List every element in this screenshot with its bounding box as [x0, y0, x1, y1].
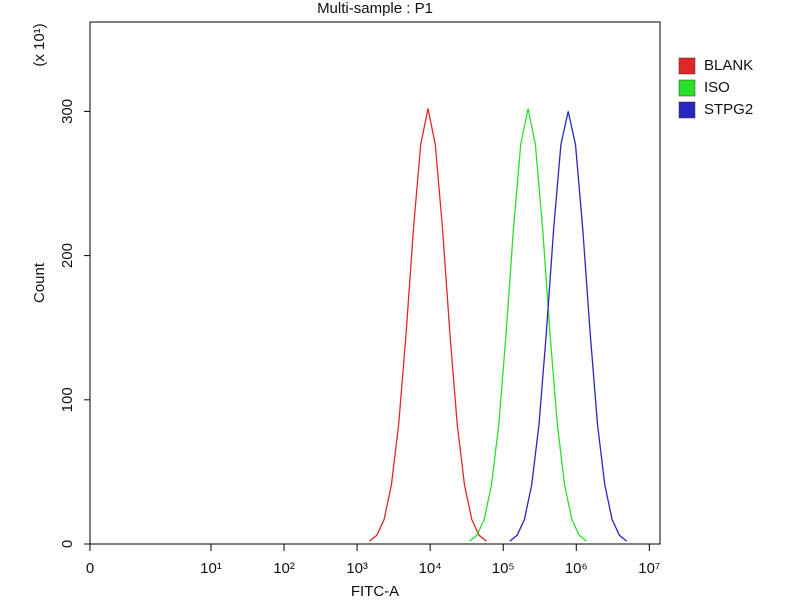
- legend-label: BLANK: [704, 57, 753, 74]
- chart-title: Multi-sample : P1: [317, 0, 433, 17]
- y-tick-label: 300: [59, 99, 76, 124]
- series-line: [469, 108, 587, 542]
- x-axis-label: FITC-A: [351, 583, 399, 600]
- legend-swatch: [678, 101, 696, 119]
- y-multiplier: (x 10¹): [31, 23, 48, 66]
- y-tick-label: 200: [59, 243, 76, 268]
- legend-swatch: [678, 57, 696, 75]
- legend-swatch: [678, 79, 696, 97]
- x-tick-label: 10⁷: [638, 560, 660, 577]
- series-line: [509, 111, 628, 542]
- y-tick-label: 100: [59, 387, 76, 412]
- y-axis-label: Count: [31, 262, 48, 303]
- x-tick-label: 10⁶: [565, 560, 588, 577]
- x-tick-label: 10¹: [200, 560, 222, 577]
- x-tick-label: 10⁴: [419, 560, 442, 577]
- x-tick-label: 10²: [273, 560, 295, 577]
- x-tick-label: 0: [86, 560, 94, 577]
- legend-label: ISO: [704, 79, 730, 96]
- legend-label: STPG2: [704, 101, 753, 118]
- series-line: [369, 108, 487, 542]
- x-tick-label: 10⁵: [492, 560, 515, 577]
- plot-frame: [89, 21, 661, 545]
- x-tick-label: 10³: [346, 560, 368, 577]
- y-tick-label: 0: [59, 540, 76, 548]
